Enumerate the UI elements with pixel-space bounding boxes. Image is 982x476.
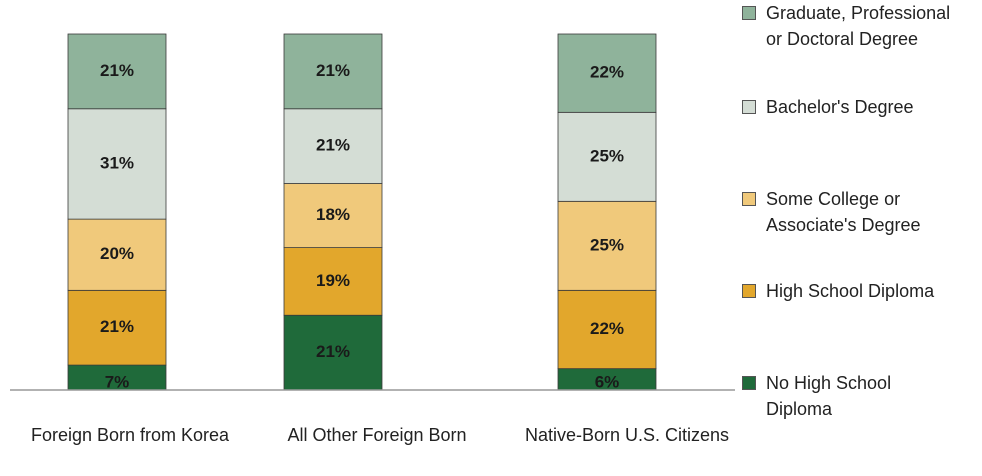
legend-item: No High School Diploma [742,370,962,422]
data-label: 19% [316,271,350,290]
data-label: 22% [590,63,624,82]
legend-label: Some College or Associate's Degree [766,189,921,235]
legend-item: Some College or Associate's Degree [742,186,962,238]
legend-item: Graduate, Professional or Doctoral Degre… [742,0,962,52]
x-tick-label: Native-Born U.S. Citizens [524,425,730,445]
bar-segment [283,33,383,110]
x-tick-label: Foreign Born from Korea [30,425,230,445]
data-label: 18% [316,205,350,224]
bar-segment [67,364,167,391]
legend-swatch [742,376,756,390]
legend-swatch [742,100,756,114]
data-label: 21% [100,317,134,336]
bar-segment [557,289,657,370]
legend-swatch [742,284,756,298]
legend-label: Bachelor's Degree [766,97,914,117]
data-label: 22% [590,319,624,338]
data-label: 21% [316,342,350,361]
data-label: 31% [100,153,134,172]
bar-segment [67,289,167,366]
bar-segment [283,314,383,391]
bar-segment [67,218,167,291]
data-label: 21% [316,61,350,80]
legend-swatch [742,192,756,206]
data-label: 20% [100,244,134,263]
bar-segment [67,33,167,110]
legend-swatch [742,6,756,20]
data-label: 21% [316,136,350,155]
legend-label: High School Diploma [766,281,935,301]
data-label: 7% [105,372,130,391]
legend-label: No High School Diploma [766,373,892,419]
x-tick-label: All Other Foreign Born [287,425,467,445]
data-label: 25% [590,235,624,254]
data-label: 6% [595,372,620,391]
legend-item: High School Diploma [742,278,962,304]
bar-segment [557,33,657,113]
legend-item: Bachelor's Degree [742,94,962,120]
bar-segment [283,247,383,316]
bar-segment [283,108,383,184]
data-label: 21% [100,61,134,80]
bar-segment [283,183,383,249]
bar-segment [557,111,657,202]
data-label: 25% [590,146,624,165]
legend-label: Graduate, Professional or Doctoral Degre… [766,3,951,49]
